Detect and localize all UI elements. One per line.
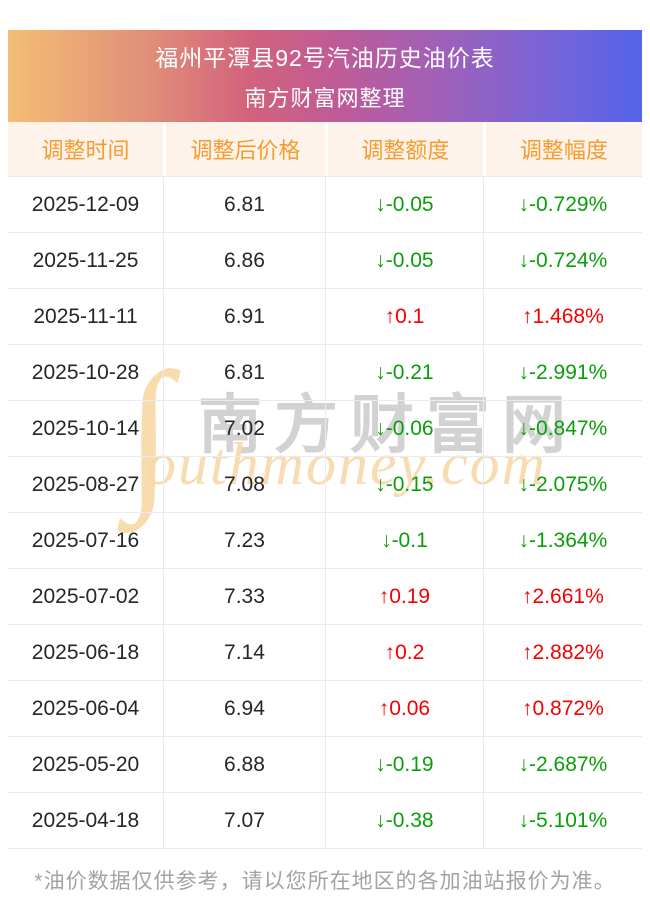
disclaimer-note: *油价数据仅供参考，请以您所在地区的各加油站报价为准。	[34, 870, 616, 893]
table-row: 2025-11-25 6.86 ↓-0.05 ↓-0.724%	[8, 233, 642, 289]
cell-adjust-range: ↑2.882%	[482, 625, 642, 680]
cell-adjust-amount: ↓-0.05	[324, 177, 483, 232]
cell-adjust-range: ↓-2.687%	[482, 737, 642, 792]
cell-adjust-range: ↓-2.991%	[482, 345, 642, 400]
table-row: 2025-07-02 7.33 ↑0.19 ↑2.661%	[8, 569, 642, 625]
cell-adjusted-price: 7.02	[163, 401, 325, 456]
column-header-adjusted-price: 调整后价格	[163, 122, 325, 176]
cell-adjust-date: 2025-10-14	[31, 416, 140, 440]
cell-adjust-range: ↓-5.101%	[482, 793, 642, 848]
cell-adjust-amount: ↓-0.19	[324, 737, 483, 792]
cell-adjusted-price: 6.94	[163, 681, 325, 736]
table-header-row: 调整时间 调整后价格 调整额度 调整幅度	[8, 122, 642, 176]
table-row: 2025-10-14 7.02 ↓-0.06 ↓-0.847%	[8, 401, 642, 457]
table-row: 2025-06-18 7.14 ↑0.2 ↑2.882%	[8, 625, 642, 681]
cell-adjust-range: ↓-0.847%	[482, 401, 642, 456]
cell-adjusted-price: 7.14	[163, 625, 325, 680]
page-subtitle: 南方财富网整理	[244, 86, 406, 112]
table-row: 2025-11-11 6.91 ↑0.1 ↑1.468%	[8, 289, 642, 345]
cell-adjust-date: 2025-10-28	[31, 360, 140, 384]
cell-adjust-amount: ↓-0.21	[324, 345, 483, 400]
cell-adjusted-price: 7.08	[163, 457, 325, 512]
cell-adjusted-price: 7.07	[163, 793, 325, 848]
column-header-adjust-amount: 调整额度	[324, 122, 483, 176]
cell-adjust-date: 2025-07-16	[31, 528, 140, 552]
table-row: 2025-06-04 6.94 ↑0.06 ↑0.872%	[8, 681, 642, 737]
table-row: 2025-05-20 6.88 ↓-0.19 ↓-2.687%	[8, 737, 642, 793]
cell-adjust-date: 2025-06-18	[31, 640, 140, 664]
cell-adjust-amount: ↓-0.15	[324, 457, 483, 512]
cell-adjust-amount: ↓-0.05	[324, 233, 483, 288]
cell-adjust-amount: ↑0.1	[324, 289, 483, 344]
cell-adjust-range: ↑2.661%	[482, 569, 642, 624]
cell-adjust-date: 2025-11-25	[32, 248, 139, 272]
table-row: 2025-04-18 7.07 ↓-0.38 ↓-5.101%	[8, 793, 642, 849]
cell-adjust-range: ↑1.468%	[482, 289, 642, 344]
table-row: 2025-07-16 7.23 ↓-0.1 ↓-1.364%	[8, 513, 642, 569]
table-row: 2025-08-27 7.08 ↓-0.15 ↓-2.075%	[8, 457, 642, 513]
column-header-adjust-time: 调整时间	[41, 138, 130, 163]
cell-adjusted-price: 6.91	[163, 289, 325, 344]
cell-adjust-range: ↓-1.364%	[482, 513, 642, 568]
cell-adjust-range: ↑0.872%	[482, 681, 642, 736]
cell-adjusted-price: 6.88	[163, 737, 325, 792]
cell-adjust-amount: ↑0.19	[324, 569, 483, 624]
cell-adjusted-price: 6.86	[163, 233, 325, 288]
cell-adjust-range: ↓-2.075%	[482, 457, 642, 512]
cell-adjust-date: 2025-12-09	[31, 192, 140, 216]
cell-adjust-amount: ↑0.2	[324, 625, 483, 680]
cell-adjust-range: ↓-0.729%	[482, 177, 642, 232]
table-row: 2025-10-28 6.81 ↓-0.21 ↓-2.991%	[8, 345, 642, 401]
price-table-body: 2025-12-09 6.81 ↓-0.05 ↓-0.729% 2025-11-…	[8, 176, 642, 849]
cell-adjust-amount: ↑0.06	[324, 681, 483, 736]
cell-adjust-date: 2025-04-18	[31, 808, 140, 832]
cell-adjusted-price: 6.81	[163, 345, 325, 400]
banner: 福州平潭县92号汽油历史油价表 南方财富网整理	[8, 30, 642, 122]
cell-adjust-date: 2025-05-20	[31, 752, 140, 776]
page-title: 福州平潭县92号汽油历史油价表	[155, 44, 495, 71]
table-row: 2025-12-09 6.81 ↓-0.05 ↓-0.729%	[8, 177, 642, 233]
cell-adjust-range: ↓-0.724%	[482, 233, 642, 288]
column-header-adjust-range: 调整幅度	[482, 122, 642, 176]
cell-adjust-date: 2025-06-04	[31, 696, 140, 720]
cell-adjust-amount: ↓-0.1	[324, 513, 483, 568]
cell-adjust-amount: ↓-0.06	[324, 401, 483, 456]
cell-adjust-date: 2025-07-02	[31, 584, 140, 608]
cell-adjust-date: 2025-08-27	[31, 472, 140, 496]
cell-adjust-amount: ↓-0.38	[324, 793, 483, 848]
cell-adjusted-price: 6.81	[163, 177, 325, 232]
cell-adjusted-price: 7.23	[163, 513, 325, 568]
cell-adjust-date: 2025-11-11	[33, 304, 138, 328]
cell-adjusted-price: 7.33	[163, 569, 325, 624]
